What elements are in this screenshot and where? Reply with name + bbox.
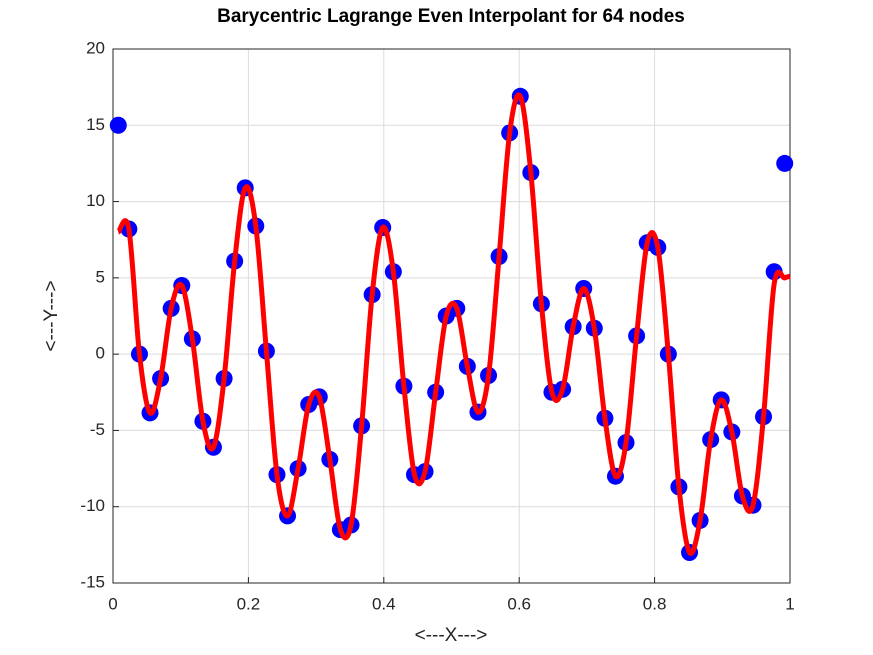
y-tick-label: -15 (80, 572, 105, 591)
x-axis-label: <---X---> (415, 625, 488, 646)
y-tick-label: 20 (86, 38, 105, 57)
x-tick-label: 0.4 (372, 594, 396, 613)
interpolant-line (115, 92, 791, 556)
x-tick-label: 1 (785, 594, 794, 613)
x-tick-label: 0 (108, 594, 117, 613)
x-tick-label: 0.6 (507, 594, 531, 613)
chart-title: Barycentric Lagrange Even Interpolant fo… (217, 6, 685, 27)
node-point (109, 116, 127, 134)
node-point (776, 154, 794, 172)
y-tick-label: 15 (86, 115, 105, 134)
y-tick-label: 0 (96, 344, 105, 363)
plot-frame (112, 48, 791, 584)
x-tick-label: 0.2 (237, 594, 261, 613)
y-tick-label: -5 (90, 420, 105, 439)
y-tick-label: 5 (96, 267, 105, 286)
y-tick-label: -10 (80, 496, 105, 515)
y-axis-label: <---Y---> (41, 280, 62, 351)
x-tick-label: 0.8 (643, 594, 667, 613)
y-tick-label: 10 (86, 191, 105, 210)
